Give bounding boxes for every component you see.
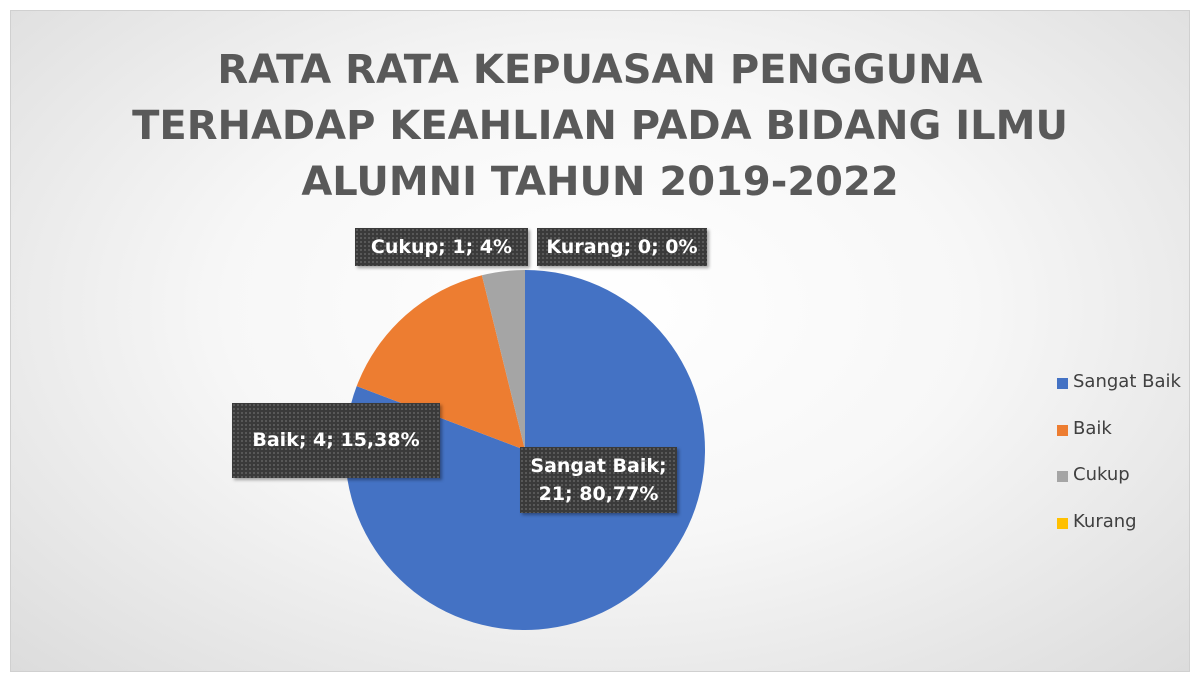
legend-label: Baik: [1073, 417, 1112, 439]
legend-swatch: [1057, 424, 1068, 436]
legend-label: Kurang: [1073, 510, 1137, 532]
legend-label: Sangat Baik: [1073, 371, 1181, 392]
chart-title: RATA RATA KEPUASAN PENGGUNA TERHADAP KEA…: [132, 47, 1068, 205]
data-label: Sangat Baik; 21; 80,77%: [520, 447, 677, 513]
legend-label: Cukup: [1073, 464, 1130, 485]
data-label: Kurang; 0; 0%: [537, 228, 707, 266]
data-label: Baik; 4; 15,38%: [232, 403, 440, 478]
legend-swatch: [1057, 378, 1068, 389]
legend-swatch: [1057, 517, 1068, 529]
pie-slice: [481, 270, 525, 450]
pie-slice: [356, 275, 525, 450]
legend-swatch: [1057, 471, 1068, 482]
data-label: Cukup; 1; 4%: [355, 228, 528, 266]
